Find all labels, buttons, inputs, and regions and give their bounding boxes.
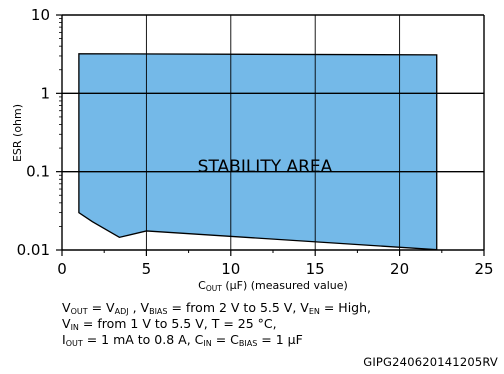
x-axis-label: COUT (µF) (measured value) [198, 279, 348, 293]
y-axis-label: ESR (ohm) [11, 104, 24, 162]
x-tick-label: 5 [142, 260, 152, 278]
condition-subscript: BIAS [238, 339, 258, 348]
condition-subscript: ADJ [114, 307, 129, 316]
conditions-line-2: VIN = from 1 V to 5.5 V, T = 25 °C, [62, 316, 277, 332]
x-tick-label: 15 [306, 260, 325, 278]
stability-area-region [78, 53, 438, 251]
y-tick-label: 0.1 [26, 163, 50, 181]
condition-subscript: EN [308, 307, 320, 316]
y-tick-label: 10 [31, 6, 50, 24]
x-tick-label: 25 [474, 260, 493, 278]
conditions-line-3: IOUT = 1 mA to 0.8 A, CIN = CBIAS = 1 µF [62, 332, 303, 348]
figure-code: GIPG240620141205RV [363, 355, 498, 369]
stability-area-label: STABILITY AREA [198, 157, 333, 177]
x-tick-label: 0 [57, 260, 67, 278]
y-tick-label: 0.01 [17, 241, 50, 259]
conditions-line-1: VOUT = VADJ , VBIAS = from 2 V to 5.5 V,… [62, 300, 372, 316]
x-tick-label: 20 [390, 260, 409, 278]
condition-subscript: IN [203, 339, 212, 348]
condition-subscript: OUT [70, 307, 88, 316]
y-tick-label: 1 [40, 84, 50, 102]
condition-subscript: OUT [65, 339, 83, 348]
x-tick-label: 10 [221, 260, 240, 278]
condition-subscript: IN [70, 323, 79, 332]
esr-stability-chart: 0 5 10 15 20 25 0.01 0.1 1 10 STABILITY AREA ESR … [11, 6, 494, 293]
condition-subscript: BIAS [149, 307, 168, 316]
